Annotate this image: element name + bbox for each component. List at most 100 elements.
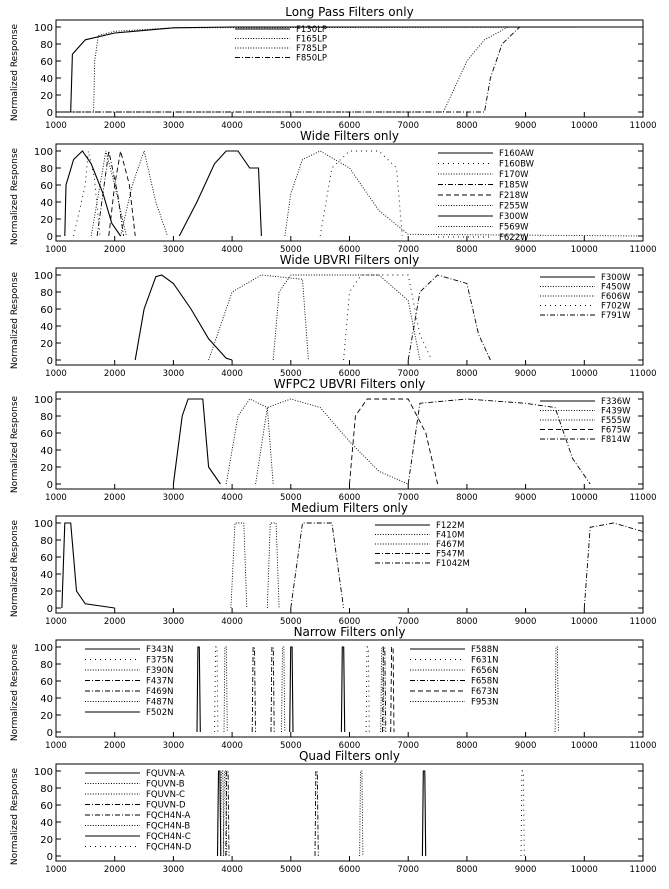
y-tick-label: 60 <box>40 553 53 564</box>
panel-title: Quad Filters only <box>299 749 400 763</box>
x-tick-label: 9000 <box>515 369 537 379</box>
x-tick-label: 7000 <box>397 741 419 751</box>
y-tick-label: 0 <box>47 604 53 615</box>
legend-label: FQCH4N-A <box>146 811 191 821</box>
x-tick-label: 2000 <box>104 493 126 503</box>
x-tick-label: 8000 <box>456 493 478 503</box>
x-tick-label: 9000 <box>515 741 537 751</box>
series-line-f300w <box>178 150 262 237</box>
x-tick-label: 2000 <box>104 369 126 379</box>
series-line-f160aw <box>64 150 122 237</box>
legend-label: F336W <box>601 397 631 407</box>
x-tick-label: 11000 <box>629 865 656 875</box>
y-tick-label: 40 <box>40 446 53 457</box>
x-tick-label: 9000 <box>515 865 537 875</box>
x-tick-label: 4000 <box>221 245 243 255</box>
x-tick-label: 2000 <box>104 865 126 875</box>
legend-label: FQUVN-D <box>146 801 186 811</box>
x-tick-label: 6000 <box>339 865 361 875</box>
x-tick-label: 3000 <box>163 741 185 751</box>
y-axis-label: Normalized Response <box>10 271 20 369</box>
series-line-f785lp <box>56 26 643 113</box>
y-tick-label: 80 <box>40 288 53 299</box>
x-tick-label: 10000 <box>571 865 598 875</box>
plot-frame <box>55 639 644 738</box>
y-tick-label: 100 <box>34 519 53 530</box>
x-tick-label: 11000 <box>629 493 656 503</box>
series-line-f439w <box>225 398 274 485</box>
series-line-f656n <box>380 646 385 733</box>
y-tick-label: 80 <box>40 164 53 175</box>
x-tick-label: 5000 <box>280 741 302 751</box>
y-tick-label: 100 <box>34 147 53 158</box>
legend-label: F218W <box>499 191 529 201</box>
y-tick-label: 20 <box>40 711 53 722</box>
y-tick-label: 20 <box>40 91 53 102</box>
y-axis-label: Normalized Response <box>10 643 20 741</box>
series-line-f336w <box>172 398 221 485</box>
y-tick-label: 60 <box>40 801 53 812</box>
y-axis-label: Normalized Response <box>10 395 20 493</box>
y-tick-label: 40 <box>40 74 53 85</box>
y-axis-label: Normalized Response <box>10 519 20 617</box>
legend-label: F130LP <box>296 25 327 35</box>
legend-label: F656N <box>471 666 498 676</box>
x-tick-label: 3000 <box>163 865 185 875</box>
series-line-f437n <box>251 646 256 733</box>
y-tick-label: 0 <box>47 852 53 863</box>
legend-label: F390N <box>146 666 173 676</box>
x-tick-label: 5000 <box>280 245 302 255</box>
legend-label: F375N <box>146 656 173 666</box>
series-line-f702w <box>343 274 433 361</box>
series-line-f588n <box>340 646 346 733</box>
x-tick-label: 8000 <box>456 865 478 875</box>
series-line-f502n <box>289 646 294 733</box>
series-line-fquvn-c <box>222 770 228 857</box>
x-tick-label: 10000 <box>571 369 598 379</box>
x-tick-label: 1000 <box>45 865 67 875</box>
legend-label: F122M <box>436 521 464 531</box>
legend-label: F300W <box>499 212 529 222</box>
y-tick-label: 60 <box>40 305 53 316</box>
y-tick-label: 40 <box>40 322 53 333</box>
legend-label: F185W <box>499 181 529 191</box>
legend-label: F255W <box>499 202 529 212</box>
series-line-f300w <box>134 274 233 361</box>
series-line-f606w <box>272 274 421 361</box>
plot-frame <box>55 143 644 242</box>
chart-panel: WFPC2 UBVRI Filters only Normalized Respo… <box>10 377 657 503</box>
plot-frame <box>55 763 644 862</box>
x-tick-label: 5000 <box>280 369 302 379</box>
series-line-f467m <box>266 522 280 609</box>
chart-panel: Narrow Filters only Normalized Response 10… <box>10 625 657 751</box>
series-line-f122m <box>61 522 115 609</box>
x-tick-label: 2000 <box>104 245 126 255</box>
y-tick-label: 80 <box>40 412 53 423</box>
legend-label: F791W <box>601 311 631 321</box>
legend-label: F673N <box>471 687 498 697</box>
legend-label: F160BW <box>499 160 535 170</box>
x-tick-label: 3000 <box>163 369 185 379</box>
legend-label: F622W <box>499 233 529 243</box>
x-tick-label: 7000 <box>397 493 419 503</box>
panel-title: WFPC2 UBVRI Filters only <box>274 377 426 391</box>
x-tick-label: 5000 <box>280 865 302 875</box>
series-line-f218w <box>108 150 136 237</box>
x-tick-label: 8000 <box>456 617 478 627</box>
legend-label: F410M <box>436 531 464 541</box>
legend-label: F953N <box>471 698 498 708</box>
legend-label: FQCH4N-D <box>146 843 192 853</box>
x-tick-label: 7000 <box>397 369 419 379</box>
x-tick-label: 8000 <box>456 121 478 131</box>
series-line-fquvn-a <box>216 770 222 857</box>
y-tick-label: 80 <box>40 536 53 547</box>
y-tick-label: 0 <box>47 232 53 243</box>
panel-title: Narrow Filters only <box>294 625 406 639</box>
chart-panel: Wide UBVRI Filters only Normalized Respon… <box>10 253 657 379</box>
series-line-f673n <box>390 646 395 733</box>
y-tick-label: 40 <box>40 198 53 209</box>
x-tick-label: 3000 <box>163 121 185 131</box>
series-line-f170w <box>90 150 127 237</box>
legend-label: F437N <box>146 677 173 687</box>
